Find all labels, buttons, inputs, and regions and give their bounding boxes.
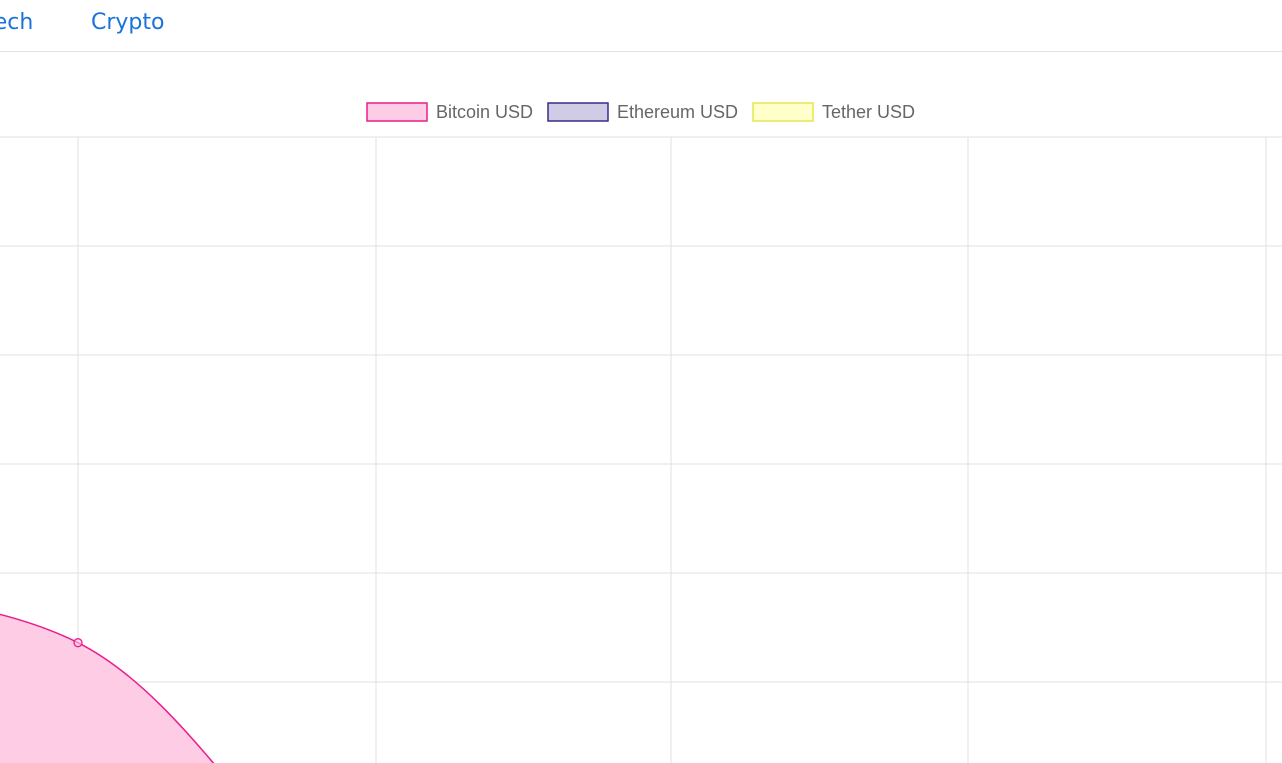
legend-item-2[interactable]: Tether USD <box>752 102 915 122</box>
data-point[interactable] <box>73 638 83 648</box>
series-area-0 <box>0 614 214 763</box>
chart-series-layer <box>0 613 215 763</box>
legend-swatch <box>547 102 609 122</box>
top-navbar: Tech Crypto <box>0 0 1282 52</box>
legend-item-0[interactable]: Bitcoin USD <box>366 102 533 122</box>
legend-label: Bitcoin USD <box>436 102 533 122</box>
crypto-price-chart: Bitcoin USD Ethereum USD Tether USD <box>0 53 1282 763</box>
legend-label: Tether USD <box>822 102 915 122</box>
series-line-0 <box>0 613 215 763</box>
chart-svg: Bitcoin USD Ethereum USD Tether USD <box>0 102 1282 763</box>
chart-grid <box>0 136 1282 763</box>
legend-label: Ethereum USD <box>617 102 738 122</box>
legend-item-1[interactable]: Ethereum USD <box>547 102 738 122</box>
chart-legend: Bitcoin USD Ethereum USD Tether USD <box>366 102 915 122</box>
legend-swatch <box>752 102 814 122</box>
nav-link-tech[interactable]: Tech <box>0 10 34 35</box>
nav-link-crypto[interactable]: Crypto <box>91 10 165 35</box>
legend-swatch <box>366 102 428 122</box>
